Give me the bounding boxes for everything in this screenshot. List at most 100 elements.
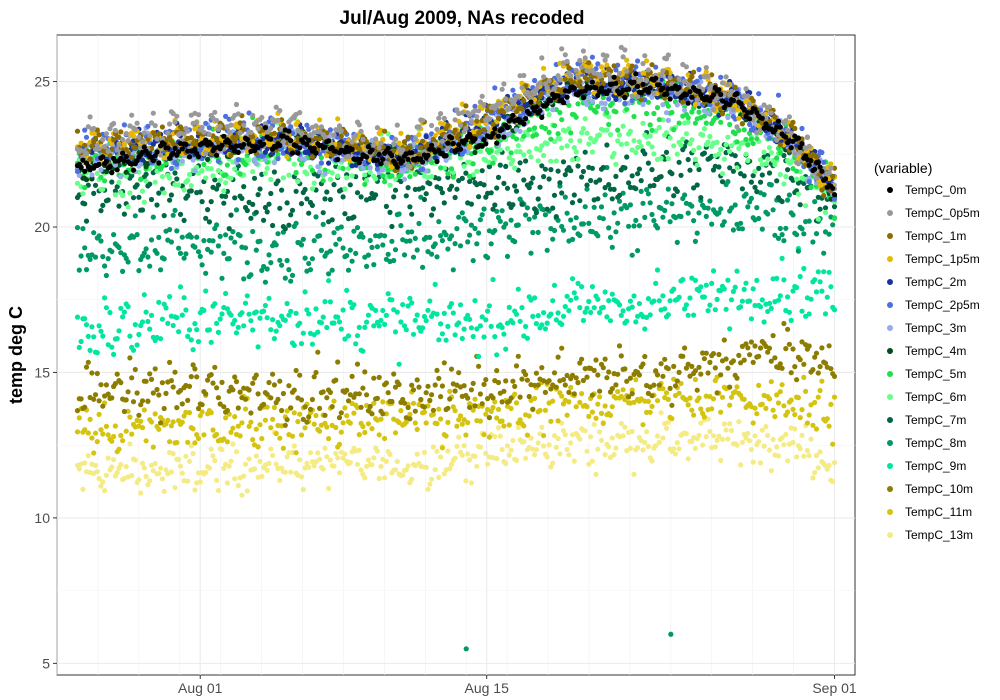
data-point bbox=[761, 192, 767, 198]
data-point bbox=[589, 98, 596, 105]
data-point bbox=[186, 383, 193, 389]
data-point bbox=[694, 387, 700, 393]
data-point bbox=[239, 310, 245, 316]
data-point bbox=[264, 165, 270, 171]
data-point bbox=[557, 110, 563, 116]
data-point bbox=[665, 312, 671, 318]
data-point bbox=[611, 452, 617, 458]
data-point bbox=[367, 237, 373, 244]
data-point bbox=[197, 189, 203, 195]
data-point bbox=[148, 376, 155, 382]
data-point bbox=[580, 168, 587, 175]
data-point bbox=[192, 487, 198, 493]
data-point bbox=[658, 174, 664, 180]
data-point bbox=[472, 453, 478, 459]
data-point bbox=[188, 374, 194, 380]
data-point bbox=[112, 162, 118, 168]
data-point bbox=[445, 419, 451, 425]
data-point bbox=[407, 295, 413, 301]
data-point bbox=[239, 492, 245, 498]
data-point bbox=[607, 131, 614, 138]
data-point bbox=[401, 400, 408, 406]
data-point bbox=[132, 457, 138, 463]
data-point bbox=[669, 402, 675, 408]
data-point bbox=[246, 311, 252, 317]
data-point bbox=[546, 129, 552, 135]
data-point bbox=[727, 384, 733, 390]
data-point bbox=[452, 388, 458, 394]
data-point bbox=[203, 469, 209, 476]
data-point bbox=[439, 238, 445, 244]
data-point bbox=[83, 267, 90, 273]
data-point bbox=[602, 403, 608, 409]
data-point bbox=[651, 382, 657, 388]
data-point bbox=[503, 163, 509, 169]
data-point bbox=[143, 171, 149, 177]
data-point bbox=[674, 239, 680, 245]
data-point bbox=[485, 396, 491, 402]
data-point bbox=[806, 218, 812, 224]
data-point bbox=[727, 326, 733, 332]
data-point bbox=[707, 198, 713, 204]
data-point bbox=[385, 131, 391, 137]
data-point bbox=[654, 372, 661, 378]
data-point bbox=[579, 174, 585, 180]
data-point bbox=[530, 313, 536, 319]
data-point bbox=[562, 432, 568, 438]
data-point bbox=[232, 414, 238, 420]
data-point bbox=[394, 458, 400, 465]
data-point bbox=[432, 467, 438, 473]
data-point bbox=[322, 196, 328, 202]
data-point bbox=[745, 345, 751, 351]
data-point bbox=[560, 377, 567, 383]
data-point bbox=[550, 298, 556, 304]
data-point bbox=[537, 184, 543, 190]
data-point bbox=[123, 173, 129, 179]
data-point bbox=[620, 387, 626, 393]
data-point bbox=[203, 391, 209, 397]
data-point bbox=[174, 228, 180, 234]
data-point bbox=[613, 229, 619, 235]
data-point bbox=[445, 246, 451, 252]
data-point bbox=[333, 241, 339, 247]
data-point bbox=[405, 463, 411, 469]
data-point bbox=[548, 311, 554, 317]
data-point bbox=[797, 273, 803, 280]
data-point bbox=[100, 479, 106, 485]
data-point bbox=[224, 407, 230, 414]
data-point bbox=[114, 336, 120, 342]
data-point bbox=[98, 208, 104, 214]
data-point bbox=[768, 468, 774, 474]
data-point bbox=[351, 410, 357, 416]
data-point bbox=[360, 348, 366, 354]
data-point bbox=[156, 470, 162, 476]
data-point bbox=[203, 270, 209, 276]
data-point bbox=[371, 400, 377, 406]
data-point bbox=[85, 430, 91, 436]
data-point bbox=[317, 428, 323, 434]
data-point bbox=[228, 212, 234, 218]
data-point bbox=[703, 350, 709, 356]
data-point bbox=[345, 333, 352, 339]
data-point bbox=[91, 396, 97, 402]
data-point bbox=[380, 399, 386, 405]
data-point bbox=[125, 204, 131, 210]
data-point bbox=[685, 115, 691, 121]
data-point bbox=[208, 410, 214, 416]
data-point bbox=[309, 167, 315, 174]
data-point bbox=[524, 432, 531, 438]
data-point bbox=[795, 395, 802, 401]
data-point bbox=[324, 395, 330, 401]
data-point bbox=[615, 127, 621, 133]
data-point bbox=[450, 170, 456, 176]
data-point bbox=[512, 165, 518, 171]
data-point bbox=[521, 423, 527, 429]
data-point bbox=[96, 476, 102, 482]
data-point bbox=[253, 426, 259, 432]
data-point bbox=[766, 300, 773, 306]
data-point bbox=[788, 370, 794, 376]
data-point bbox=[186, 410, 193, 416]
data-point bbox=[412, 317, 418, 323]
data-point bbox=[190, 362, 196, 368]
